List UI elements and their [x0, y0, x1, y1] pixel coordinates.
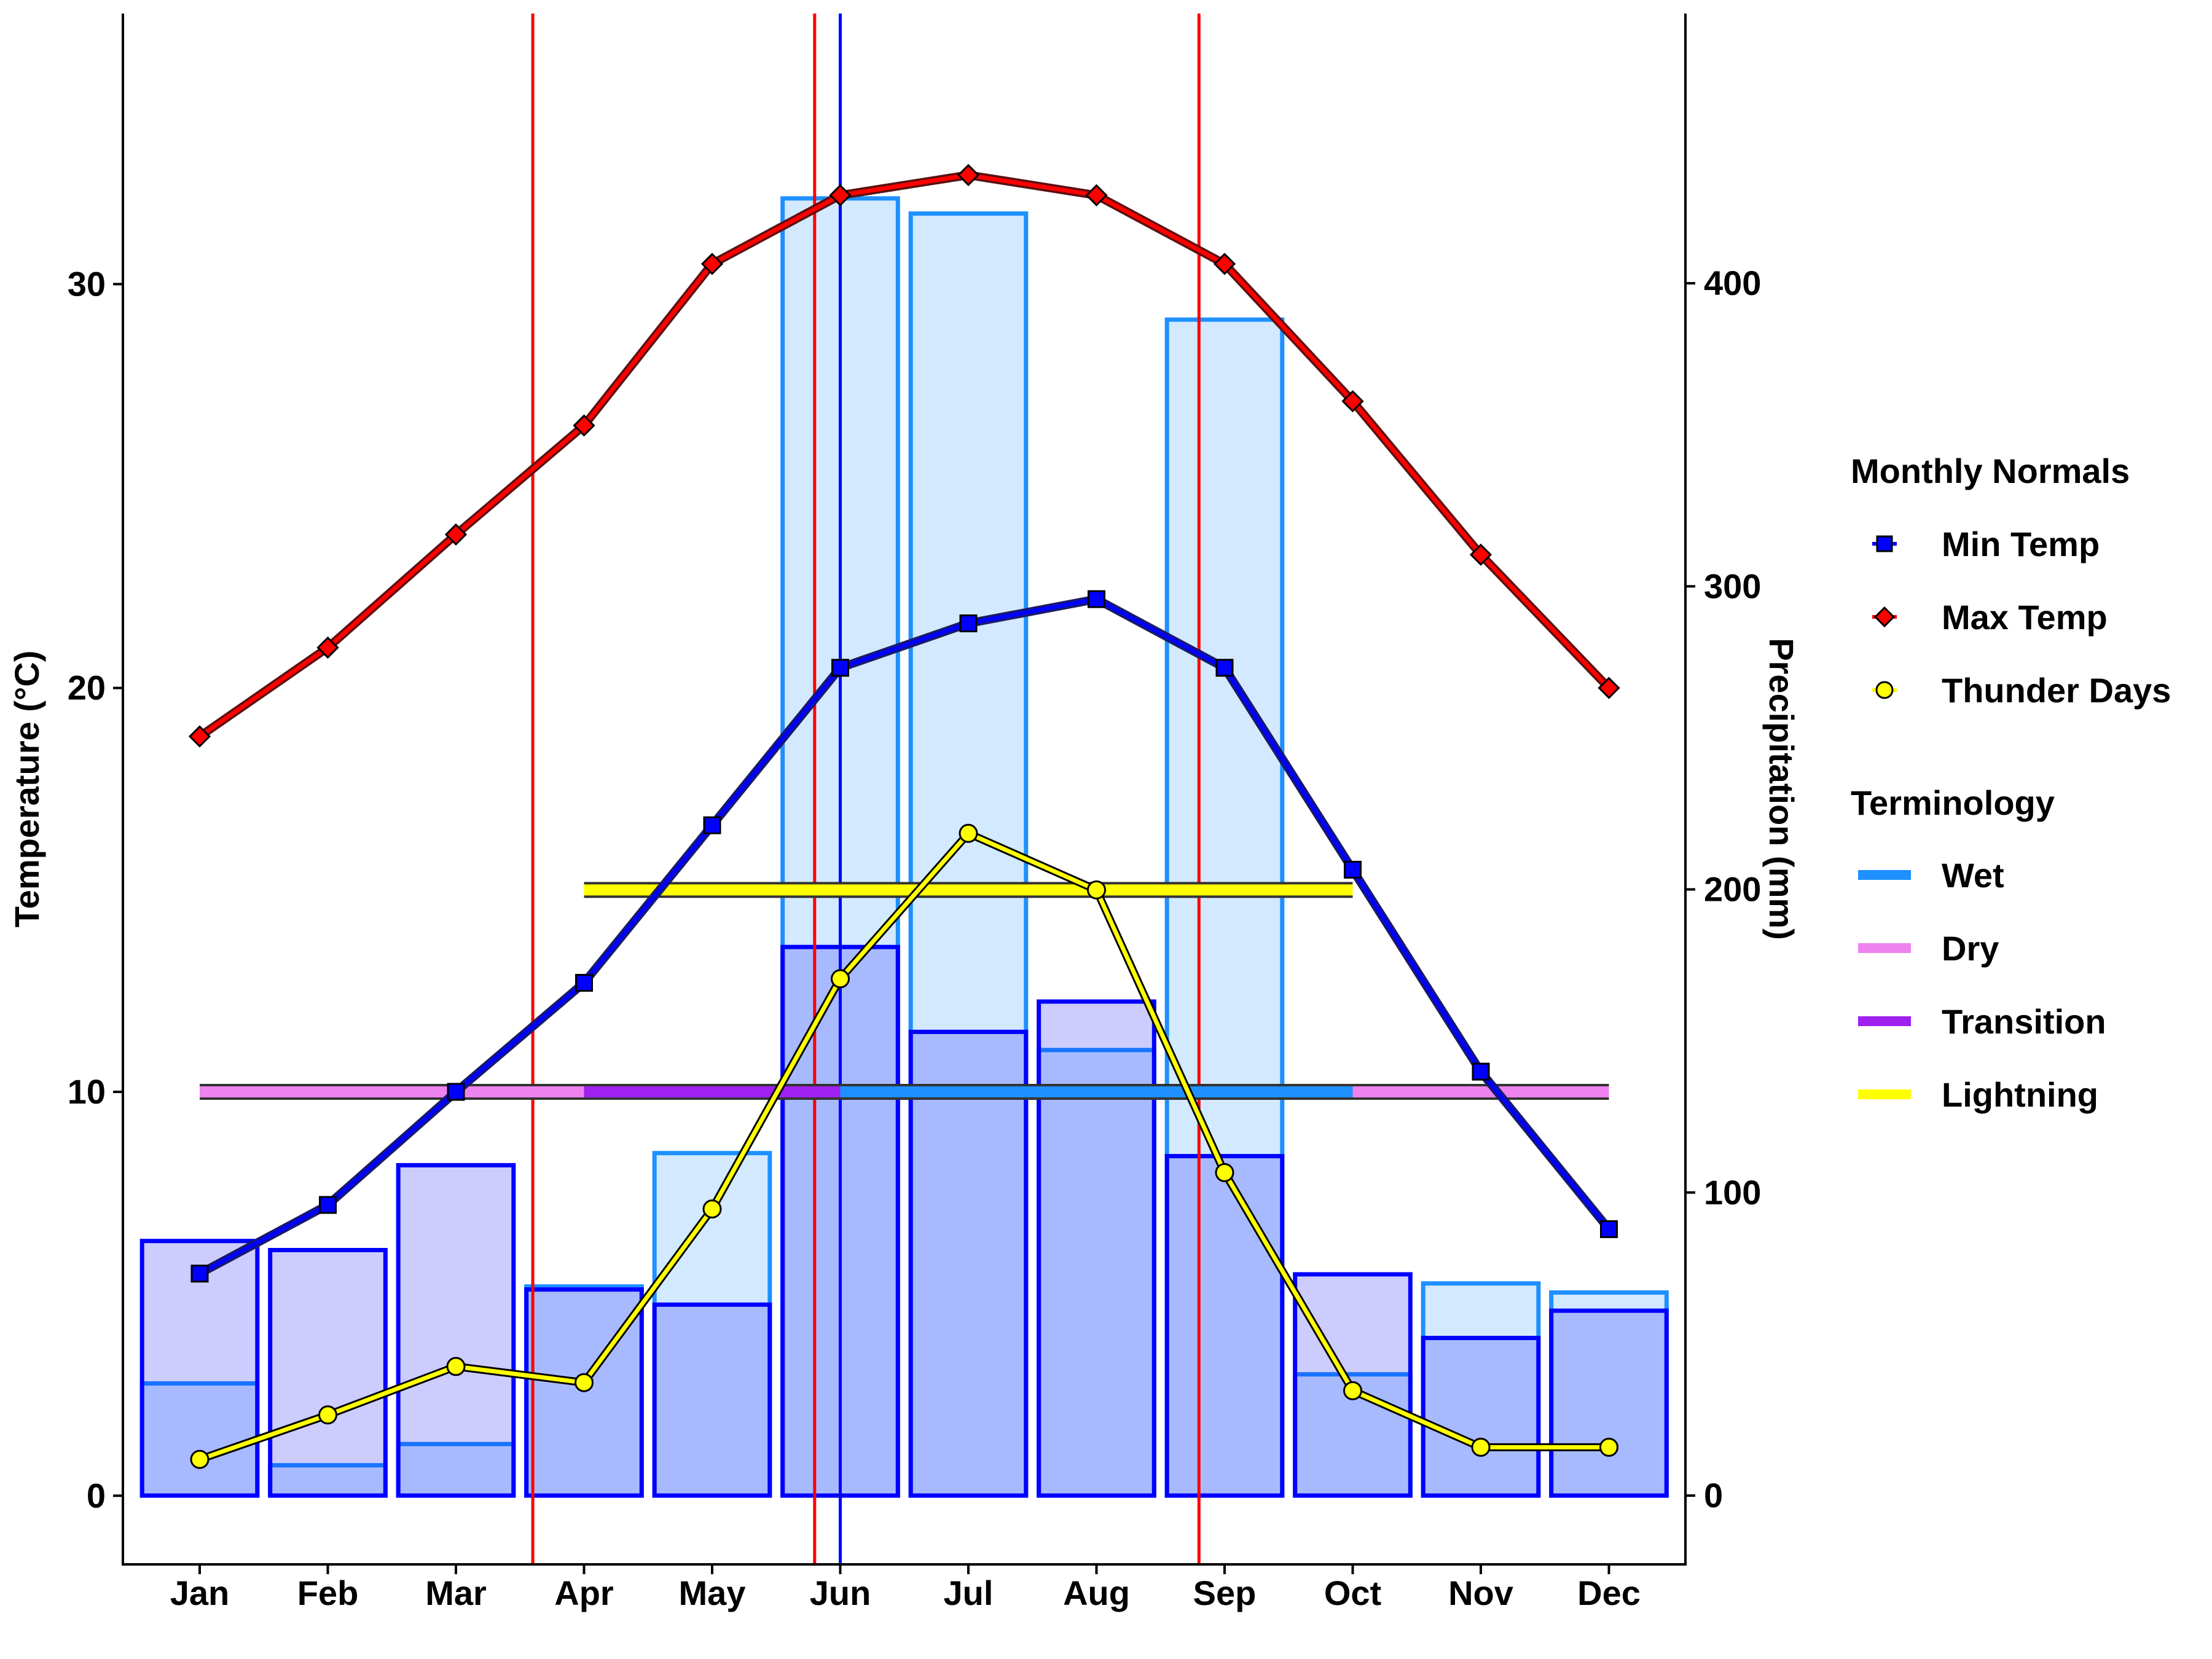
series-lines	[197, 170, 1612, 1464]
point-max-temp-apr	[573, 414, 595, 437]
precip-bar-dark-apr	[524, 1287, 644, 1498]
point-min-temp-oct	[1344, 860, 1362, 879]
point-min-temp-mar	[447, 1083, 465, 1101]
precip-bar-dark-sep	[1164, 1154, 1285, 1498]
point-max-temp-oct	[1341, 390, 1364, 413]
point-thunder-days-apr	[575, 1373, 594, 1392]
x-tick-label-aug: Aug	[1063, 1574, 1130, 1612]
point-min-temp-sep	[1215, 659, 1234, 677]
point-max-temp-may	[700, 253, 724, 275]
point-min-temp-jan	[190, 1265, 209, 1283]
point-max-temp-mar	[444, 523, 468, 546]
point-max-temp-nov	[1469, 543, 1492, 566]
y-tick-label-30: 30	[68, 264, 106, 303]
legend-terminology-items: Wet Dry Transition Lightning	[1858, 856, 2106, 1114]
point-max-temp-sep	[1213, 253, 1236, 275]
point-min-temp-may	[703, 816, 721, 834]
point-thunder-days-aug	[1087, 880, 1106, 900]
legend: Monthly Normals Min Temp Max Temp Thunder …	[1851, 452, 2171, 1114]
point-min-temp-jun	[831, 659, 849, 677]
point-min-temp-nov	[1472, 1062, 1490, 1081]
legend-label-thunder-days: Thunder Days	[1942, 671, 2171, 710]
point-thunder-days-jan	[190, 1449, 210, 1469]
precip-bar-dark-feb	[268, 1247, 388, 1498]
precip-bar-dark-dec	[1549, 1308, 1669, 1498]
point-min-temp-dec	[1600, 1220, 1618, 1238]
axes: 0 10 20 30 0 100 200 300 400 Jan Feb Mar Apr May Jun…	[68, 14, 1761, 1612]
x-tick-label-jul: Jul	[944, 1574, 994, 1612]
y-tick-label-0: 0	[87, 1476, 106, 1515]
y2-tick-label-0: 0	[1704, 1476, 1723, 1515]
point-min-temp-aug	[1088, 590, 1105, 608]
x-tick-label-dec: Dec	[1577, 1574, 1641, 1612]
precip-bar-dark-may	[652, 1302, 772, 1498]
point-thunder-days-jun	[831, 969, 850, 989]
y-axis-label: Temperature (°C)	[7, 651, 46, 928]
x-tick-label-feb: Feb	[297, 1574, 359, 1612]
point-thunder-days-oct	[1343, 1381, 1362, 1400]
legend-label-min-temp: Min Temp	[1942, 525, 2100, 563]
legend-label-dry: Dry	[1942, 929, 1999, 968]
point-min-temp-feb	[319, 1196, 337, 1214]
x-tick-label-oct: Oct	[1324, 1574, 1381, 1612]
precip-bar-dark-oct	[1293, 1272, 1413, 1498]
x-tick-label-jan: Jan	[170, 1574, 230, 1612]
point-thunder-days-may	[702, 1199, 722, 1219]
y2-tick-label-100: 100	[1704, 1173, 1761, 1212]
legend-label-lightning: Lightning	[1942, 1075, 2098, 1114]
x-ticks: Jan Feb Mar Apr May Jun Jul Aug Sep Oct Nov Dec	[170, 1564, 1641, 1612]
legend-terminology-title: Terminology	[1851, 783, 2055, 822]
legend-marker-min-temp	[1876, 535, 1893, 552]
line-thunder-days	[198, 831, 1609, 1462]
legend-marker-max-temp	[1873, 606, 1896, 628]
x-tick-label-nov: Nov	[1448, 1574, 1513, 1612]
legend-monthly-items: Min Temp Max Temp Thunder Days	[1872, 525, 2171, 710]
precip-bar-dark-jul	[908, 1029, 1029, 1498]
point-thunder-days-nov	[1471, 1437, 1491, 1457]
point-max-temp-jun	[829, 184, 852, 206]
line-min-temp	[198, 597, 1611, 1276]
legend-label-wet: Wet	[1942, 856, 2004, 895]
point-thunder-days-jul	[959, 823, 978, 843]
x-tick-label-may: May	[679, 1574, 746, 1612]
legend-label-transition: Transition	[1942, 1002, 2106, 1041]
legend-marker-thunder-days	[1875, 681, 1894, 699]
y2-tick-label-200: 200	[1704, 870, 1761, 909]
point-max-temp-feb	[316, 636, 339, 659]
terminology-bands	[200, 882, 1609, 1100]
legend-label-max-temp: Max Temp	[1942, 598, 2108, 637]
legend-monthly-title: Monthly Normals	[1851, 452, 2130, 490]
y-tick-label-10: 10	[68, 1072, 106, 1111]
point-min-temp-apr	[575, 974, 593, 992]
y2-axis-label: Precipitation (mm)	[1762, 638, 1801, 940]
y-tick-label-20: 20	[68, 669, 106, 707]
point-min-temp-jul	[959, 614, 978, 633]
point-thunder-days-mar	[446, 1357, 466, 1376]
x-tick-label-jun: Jun	[810, 1574, 871, 1612]
point-thunder-days-sep	[1215, 1163, 1234, 1182]
y2-tick-label-300: 300	[1704, 567, 1761, 605]
point-thunder-days-dec	[1599, 1437, 1618, 1457]
precip-bar-dark-mar	[396, 1163, 516, 1498]
point-max-temp-jan	[188, 725, 211, 748]
point-max-temp-jul	[957, 163, 980, 187]
x-tick-label-mar: Mar	[425, 1574, 487, 1612]
vertical-marker-lines	[531, 14, 1201, 1564]
precip-bar-light-dec	[1549, 1290, 1669, 1498]
x-tick-label-apr: Apr	[554, 1574, 613, 1612]
point-max-temp-dec	[1598, 677, 1620, 699]
point-max-temp-aug	[1085, 184, 1108, 206]
series-points	[188, 163, 1620, 1469]
precip-bar-dark-aug	[1037, 999, 1156, 1498]
y-ticks-left: 0 10 20 30	[68, 264, 123, 1515]
precip-bar-dark-nov	[1421, 1336, 1541, 1498]
y2-tick-label-400: 400	[1704, 264, 1761, 302]
x-tick-label-sep: Sep	[1193, 1574, 1257, 1612]
precipitation-bars-dark	[139, 944, 1669, 1498]
line-max-temp	[198, 173, 1611, 739]
point-thunder-days-feb	[318, 1405, 337, 1425]
y-ticks-right: 0 100 200 300 400	[1685, 264, 1761, 1515]
